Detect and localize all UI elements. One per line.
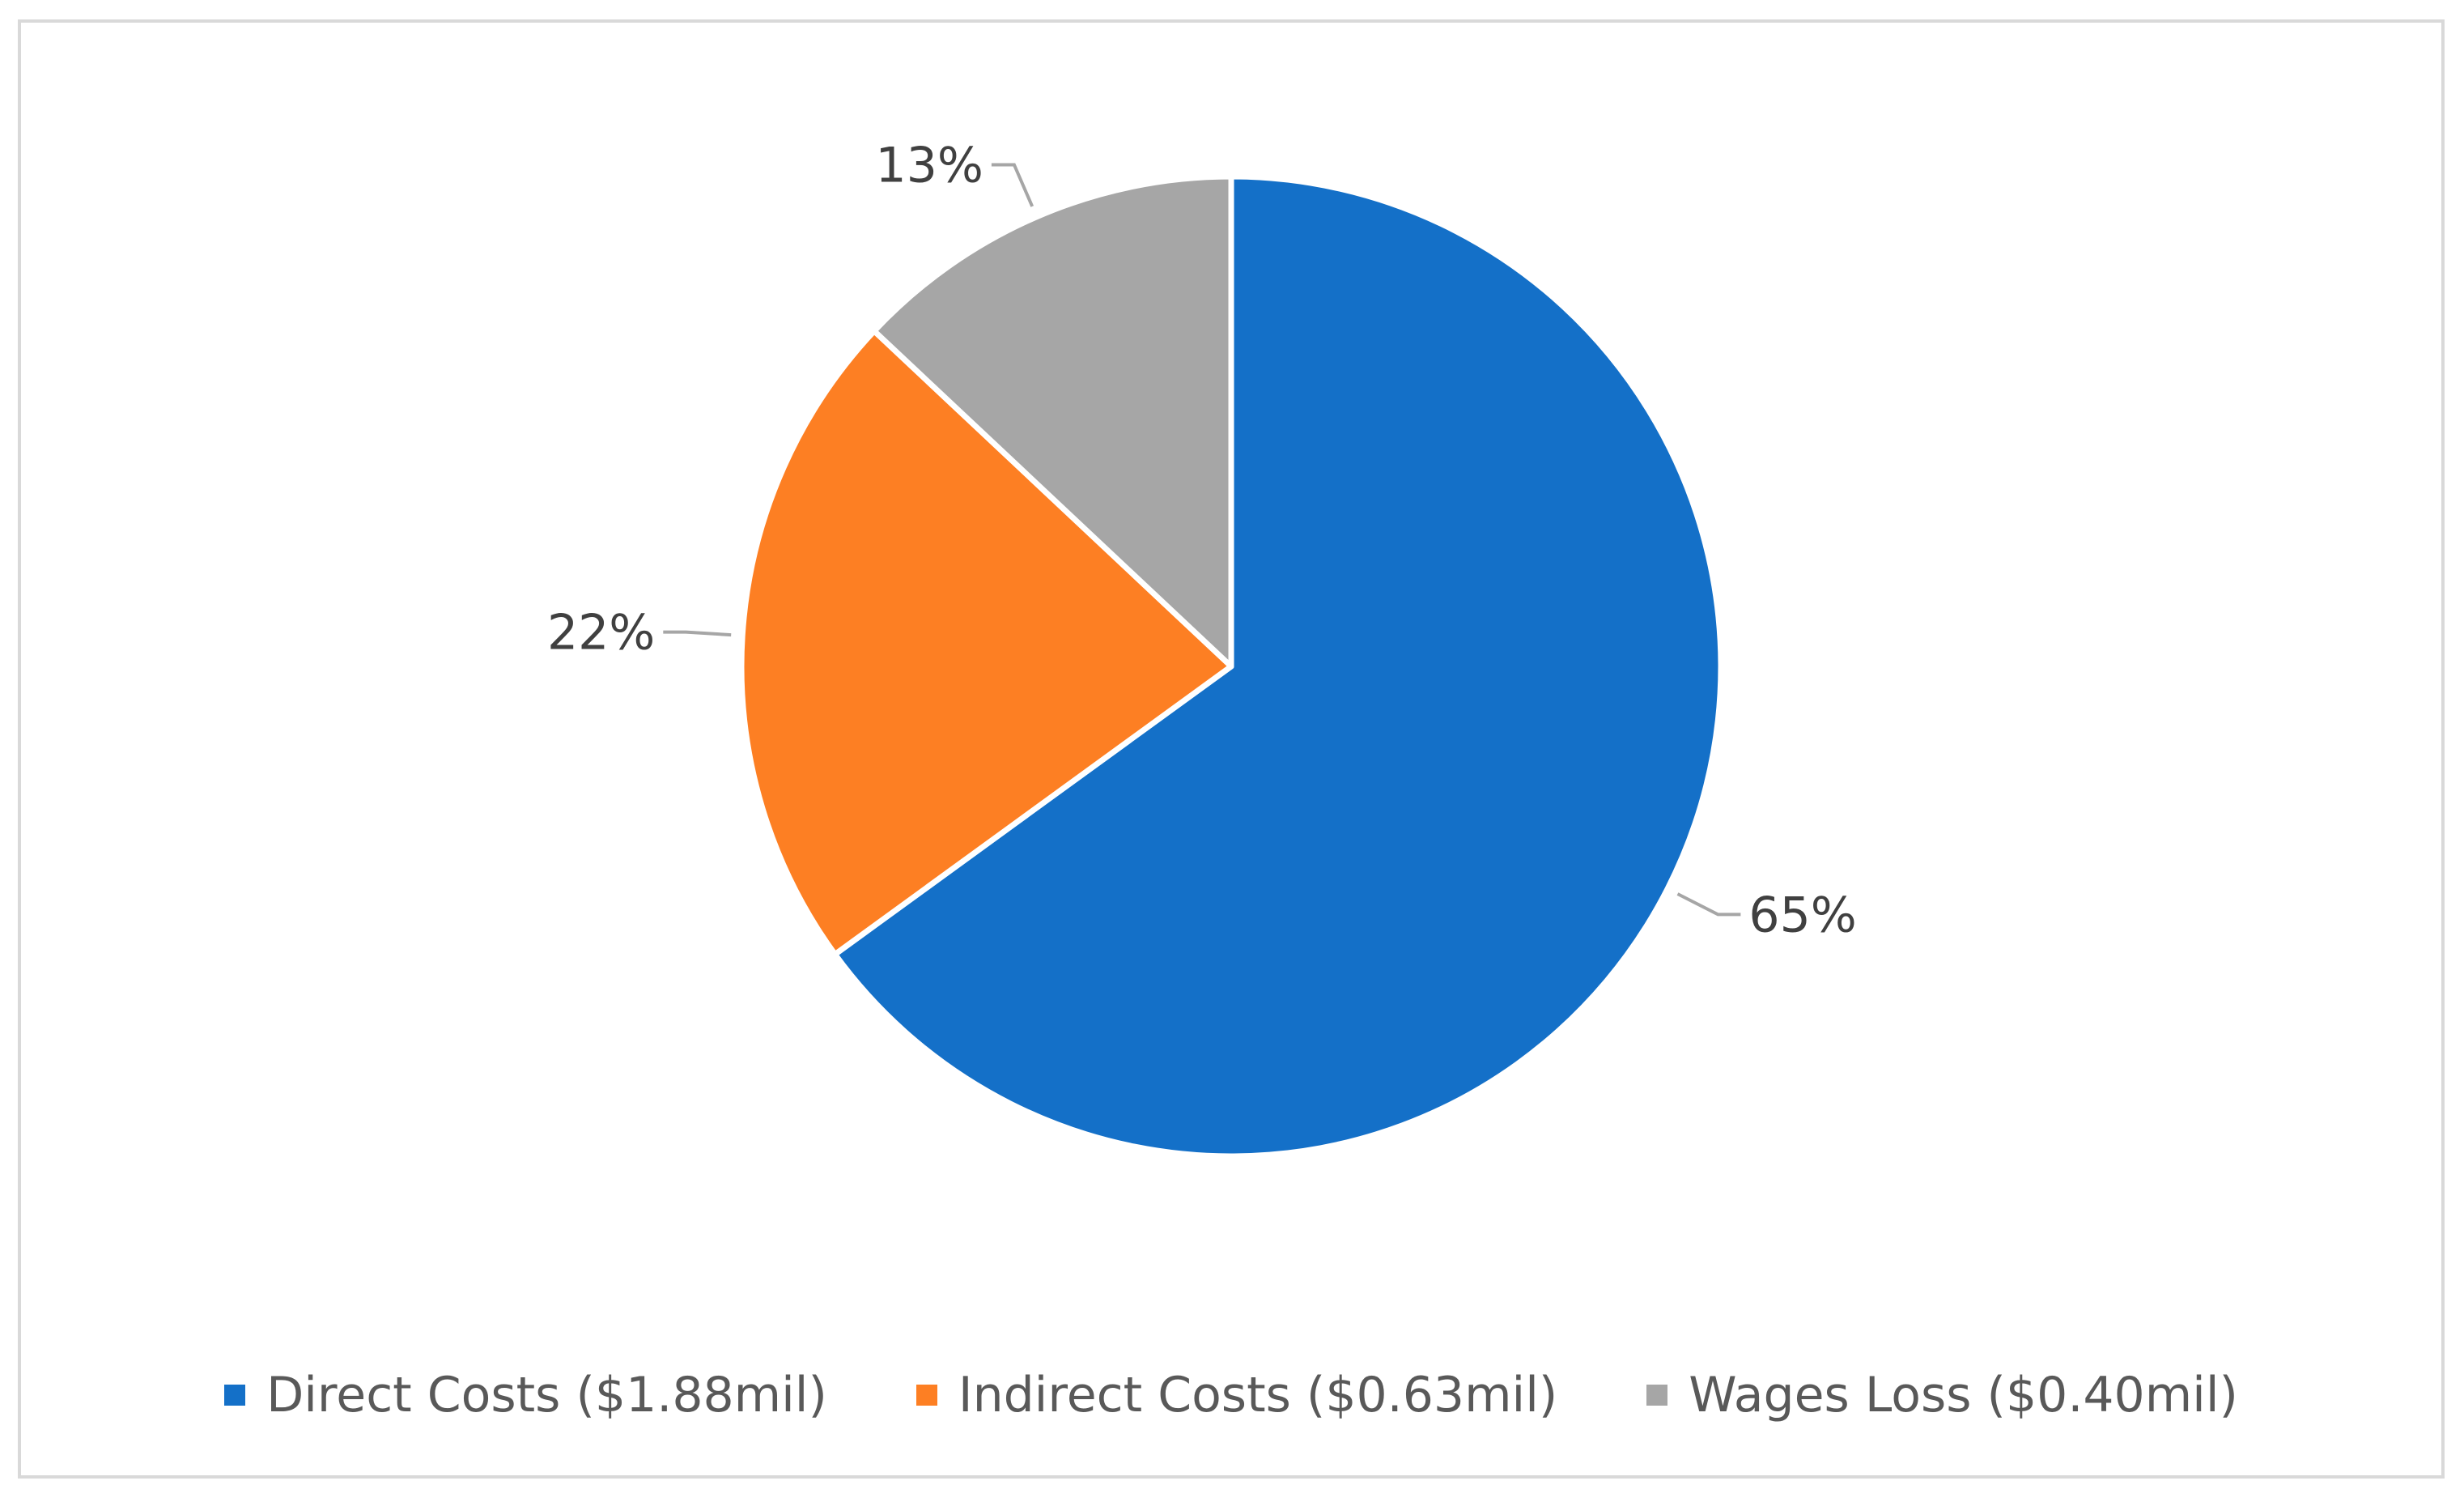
pie-slice-wages-loss <box>871 173 1234 670</box>
data-label-direct-costs: 65% <box>1748 887 1856 943</box>
leader-line-wages-loss <box>991 163 1034 207</box>
pie-slice-direct-costs <box>832 173 1724 1159</box>
data-label-indirect-costs: 22% <box>547 605 655 662</box>
legend-swatch-direct-costs <box>224 1385 246 1406</box>
legend-label-indirect-costs: Indirect Costs ($0.63mil) <box>958 1367 1558 1423</box>
chart-area: 65% 22% 13% Direct Costs ($1.88mil) Indire… <box>18 19 2445 1479</box>
pie-chart: 65% 22% 13% <box>547 138 1857 1159</box>
legend-item-wages-loss: Wages Loss ($0.40mil) <box>1646 1367 2238 1423</box>
legend-swatch-indirect-costs <box>916 1385 937 1406</box>
legend-item-indirect-costs: Indirect Costs ($0.63mil) <box>916 1367 1557 1423</box>
legend-item-direct-costs: Direct Costs ($1.88mil) <box>224 1367 827 1423</box>
leader-line-indirect-costs <box>663 630 732 637</box>
legend-label-direct-costs: Direct Costs ($1.88mil) <box>266 1367 827 1423</box>
legend-swatch-wages-loss <box>1646 1385 1668 1406</box>
legend: Direct Costs ($1.88mil) Indirect Costs (… <box>21 1367 2441 1423</box>
legend-label-wages-loss: Wages Loss ($0.40mil) <box>1689 1367 2238 1423</box>
pie-slice-indirect-costs <box>738 328 1234 958</box>
leader-line-direct-costs <box>1676 892 1741 917</box>
data-label-wages-loss: 13% <box>876 138 983 194</box>
